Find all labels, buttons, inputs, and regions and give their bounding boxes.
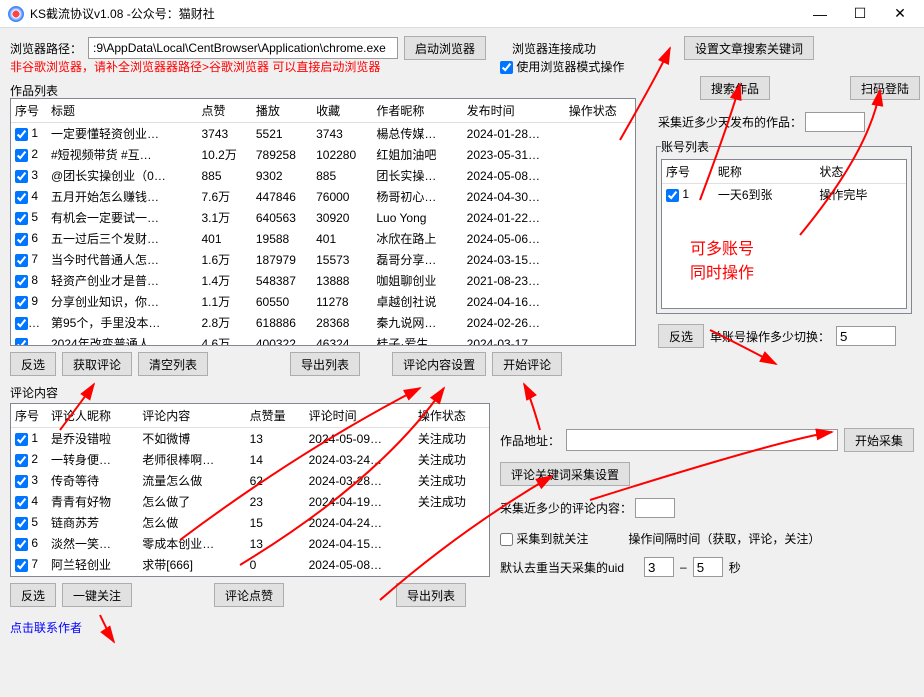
window-title: KS截流协议v1.08 -公众号：猫财社	[30, 5, 800, 22]
invert-select-button[interactable]: 反选	[10, 352, 56, 376]
account-list-box: 账号列表 序号昵称状态 1一天6到张操作完毕	[656, 138, 912, 314]
collect-days-label: 采集近多少天发布的作品：	[658, 116, 802, 130]
single-account-switch-input[interactable]	[836, 326, 896, 346]
works-col-header: 点赞	[197, 99, 251, 123]
table-row[interactable]: 2一转身便…老师很棒啊…142024-03-24…关注成功	[11, 449, 489, 470]
interval-to-input[interactable]	[693, 557, 723, 577]
comment-col-header: 评论人昵称	[47, 404, 138, 428]
titlebar: KS截流协议v1.08 -公众号：猫财社 — ☐ ✕	[0, 0, 924, 28]
close-button[interactable]: ✕	[880, 1, 920, 27]
table-row[interactable]: 5链商苏芳怎么做152024-04-24…	[11, 512, 489, 533]
export-list-button[interactable]: 导出列表	[290, 352, 360, 376]
comment-col-header: 序号	[11, 404, 47, 428]
works-col-header: 发布时间	[463, 99, 565, 123]
browser-connected-label: 浏览器连接成功	[512, 40, 596, 57]
works-col-header: 作者昵称	[372, 99, 462, 123]
start-collect-button[interactable]: 开始采集	[844, 428, 914, 452]
search-works-button[interactable]: 搜索作品	[700, 76, 770, 100]
table-row[interactable]: 1一定要懂轻资创业…374355213743楊总传媒…2024-01-28…	[11, 123, 635, 145]
table-row[interactable]: 4青青有好物怎么做了232024-04-19…关注成功	[11, 491, 489, 512]
app-icon	[8, 6, 24, 22]
works-col-header: 序号	[11, 99, 47, 123]
get-comments-button[interactable]: 获取评论	[62, 352, 132, 376]
table-row[interactable]: 10第95个，手里没本…2.8万61888628368秦九说网…2024-02-…	[11, 312, 635, 333]
single-account-switch-label: 单账号操作多少切换：	[710, 328, 830, 345]
comment-col-header: 评论内容	[138, 404, 245, 428]
work-addr-input[interactable]	[566, 429, 838, 451]
table-row[interactable]: 112024年改变普通人…4.6万40032246324桂子·爱生…2024-0…	[11, 333, 635, 346]
clear-list-button[interactable]: 清空列表	[138, 352, 208, 376]
works-col-header: 操作状态	[565, 99, 635, 123]
table-row[interactable]: 3传奇等待流量怎么做622024-03-28…关注成功	[11, 470, 489, 491]
table-row[interactable]: 8轻资产创业才是普…1.4万54838713888咖姐聊创业2021-08-23…	[11, 270, 635, 291]
interval-unit: 秒	[729, 559, 741, 576]
account-list-label: 账号列表	[661, 138, 709, 155]
account-col-header: 序号	[662, 160, 714, 184]
account-table[interactable]: 序号昵称状态 1一天6到张操作完毕	[662, 160, 906, 205]
comment-keyword-settings-button[interactable]: 评论关键词采集设置	[500, 462, 630, 486]
table-row[interactable]: 9分享创业知识，你…1.1万6055011278卓越创社说2024-04-16…	[11, 291, 635, 312]
account-col-header: 昵称	[714, 160, 815, 184]
multi-account-note: 可多账号 同时操作	[690, 238, 754, 286]
collect-then-follow-checkbox[interactable]: 采集到就关注	[500, 530, 588, 547]
interval-label: 操作间隔时间（获取，评论，关注）	[628, 530, 820, 547]
red-warning-note: 非谷歌浏览器，请补全浏览器器路径>谷歌浏览器 可以直接启动浏览器	[0, 58, 390, 79]
minimize-button[interactable]: —	[800, 1, 840, 27]
table-row[interactable]: 3@团长实操创业（0…8859302885团长实操…2024-05-08…	[11, 165, 635, 186]
contact-author-link[interactable]: 点击联系作者	[0, 613, 646, 642]
comment-like-button[interactable]: 评论点赞	[214, 583, 284, 607]
account-col-header: 状态	[815, 160, 906, 184]
interval-from-input[interactable]	[644, 557, 674, 577]
scan-login-button[interactable]: 扫码登陆	[850, 76, 920, 100]
work-addr-label: 作品地址：	[500, 432, 560, 449]
works-col-header: 播放	[252, 99, 312, 123]
works-col-header: 收藏	[312, 99, 372, 123]
collect-days-input[interactable]	[805, 112, 865, 132]
works-table[interactable]: 序号标题点赞播放收藏作者昵称发布时间操作状态 1一定要懂轻资创业…3743552…	[10, 98, 636, 346]
collect-comment-days-input[interactable]	[635, 498, 675, 518]
use-browser-mode-checkbox[interactable]: 使用浏览器模式操作	[500, 60, 624, 74]
table-row[interactable]: 2#短视频带货 #互…10.2万789258102280红姐加油吧2023-05…	[11, 144, 635, 165]
set-search-keyword-button[interactable]: 设置文章搜索关键词	[684, 36, 814, 60]
invert-select-button-2[interactable]: 反选	[10, 583, 56, 607]
comment-settings-button[interactable]: 评论内容设置	[392, 352, 486, 376]
invert-account-button[interactable]: 反选	[658, 324, 704, 348]
browser-path-input[interactable]	[88, 37, 398, 59]
comment-content-label: 评论内容	[0, 382, 646, 403]
default-dedup-label: 默认去重当天采集的uid	[500, 559, 624, 576]
works-col-header: 标题	[47, 99, 197, 123]
table-row[interactable]: 5有机会一定要试一…3.1万64056330920Luo Yong2024-01…	[11, 207, 635, 228]
table-row[interactable]: 4五月开始怎么赚钱…7.6万44784676000杨哥初心…2024-04-30…	[11, 186, 635, 207]
table-row[interactable]: 6五一过后三个发财…40119588401冰欣在路上2024-05-06…	[11, 228, 635, 249]
comment-col-header: 操作状态	[414, 404, 489, 428]
launch-browser-button[interactable]: 启动浏览器	[404, 36, 486, 60]
export-list-button-2[interactable]: 导出列表	[396, 583, 466, 607]
table-row[interactable]: 7阿兰轻创业求带[666]02024-05-08…	[11, 554, 489, 575]
comment-col-header: 评论时间	[305, 404, 414, 428]
table-row[interactable]: 1一天6到张操作完毕	[662, 184, 906, 206]
browser-path-label: 浏览器路径：	[10, 40, 82, 57]
start-comment-button[interactable]: 开始评论	[492, 352, 562, 376]
table-row[interactable]: 7当今时代普通人怎…1.6万18797915573磊哥分享…2024-03-15…	[11, 249, 635, 270]
comments-table[interactable]: 序号评论人昵称评论内容点赞量评论时间操作状态 1是乔没错啦不如微博132024-…	[10, 403, 490, 577]
maximize-button[interactable]: ☐	[840, 1, 880, 27]
table-row[interactable]: 6淡然一笑…零成本创业…132024-04-15…	[11, 533, 489, 554]
comment-col-header: 点赞量	[246, 404, 305, 428]
table-row[interactable]: 1是乔没错啦不如微博132024-05-09…关注成功	[11, 428, 489, 450]
collect-comment-days-label: 采集近多少的评论内容：	[500, 502, 632, 516]
one-click-follow-button[interactable]: 一键关注	[62, 583, 132, 607]
